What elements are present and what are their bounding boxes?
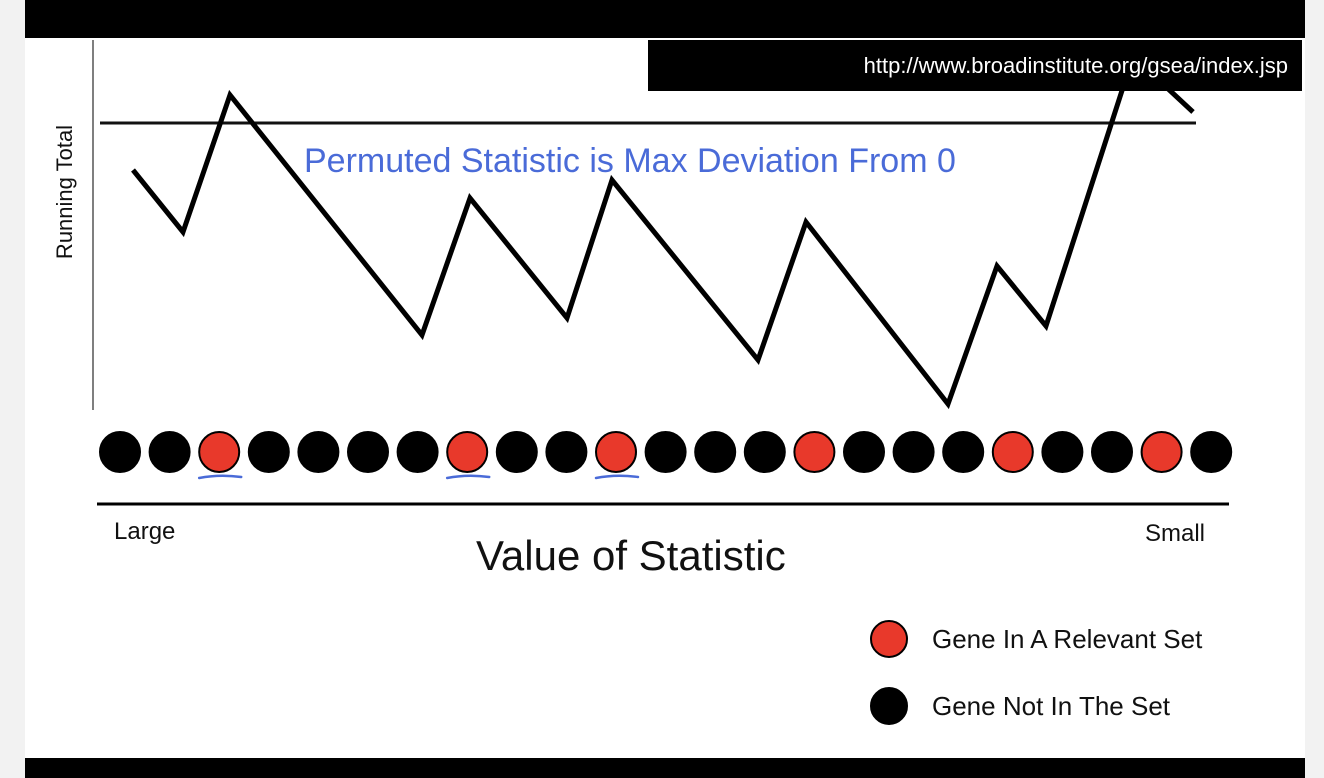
- gene-not-in-set-dot: [297, 431, 340, 473]
- gene-not-in-set-dot: [148, 431, 191, 473]
- x-axis-high-label: Small: [1145, 520, 1206, 547]
- gene-in-set-dot: [793, 431, 836, 473]
- gene-not-in-set-dot: [743, 431, 786, 473]
- bottom-bar: [25, 758, 1305, 778]
- gene-not-in-set-dot: [1190, 431, 1233, 473]
- gene-not-in-set-dot: [843, 431, 885, 473]
- gene-not-in-set-dot: [545, 431, 588, 473]
- handwritten-underline-mark: [445, 474, 491, 480]
- gene-not-in-set-dot: [644, 431, 687, 473]
- gene-dots: [99, 431, 1233, 473]
- gene-in-set-dot: [1140, 431, 1183, 473]
- handwritten-underline-mark: [594, 474, 640, 480]
- gene-not-in-set-dot: [1091, 431, 1133, 473]
- gene-in-set-dot: [446, 431, 489, 473]
- black-dot-icon: [870, 687, 908, 725]
- gene-not-in-set-dot: [247, 431, 290, 473]
- legend-label: Gene Not In The Set: [932, 690, 1170, 721]
- gene-not-in-set-dot: [892, 431, 935, 473]
- gene-not-in-set-dot: [495, 431, 538, 473]
- x-axis-title: Value of Statistic: [476, 532, 786, 579]
- legend-item-in-set: Gene In A Relevant Set: [870, 620, 1202, 658]
- gene-not-in-set-dot: [396, 431, 439, 473]
- slide: [25, 38, 1305, 758]
- gene-in-set-dot: [595, 431, 637, 473]
- url-overlay: http://www.broadinstitute.org/gsea/index…: [648, 40, 1302, 91]
- annotation-text: Permuted Statistic is Max Deviation From…: [304, 142, 956, 180]
- url-text: http://www.broadinstitute.org/gsea/index…: [863, 52, 1288, 78]
- legend-label: Gene In A Relevant Set: [932, 623, 1203, 654]
- gene-not-in-set-dot: [99, 431, 141, 473]
- x-axis-low-label: Large: [114, 518, 176, 545]
- legend-item-not-in-set: Gene Not In The Set: [870, 687, 1170, 725]
- gene-not-in-set-dot: [1041, 431, 1084, 473]
- red-dot-icon: [870, 620, 908, 658]
- y-axis-label: Running Total: [52, 124, 77, 260]
- gene-marks: [197, 474, 640, 480]
- gene-not-in-set-dot: [694, 431, 737, 473]
- top-bar: [25, 0, 1305, 38]
- running-total-line: [131, 69, 1195, 410]
- gene-not-in-set-dot: [347, 431, 389, 473]
- gene-not-in-set-dot: [942, 431, 985, 473]
- gene-in-set-dot: [991, 431, 1034, 473]
- gene-in-set-dot: [198, 431, 241, 473]
- handwritten-underline-mark: [197, 474, 243, 480]
